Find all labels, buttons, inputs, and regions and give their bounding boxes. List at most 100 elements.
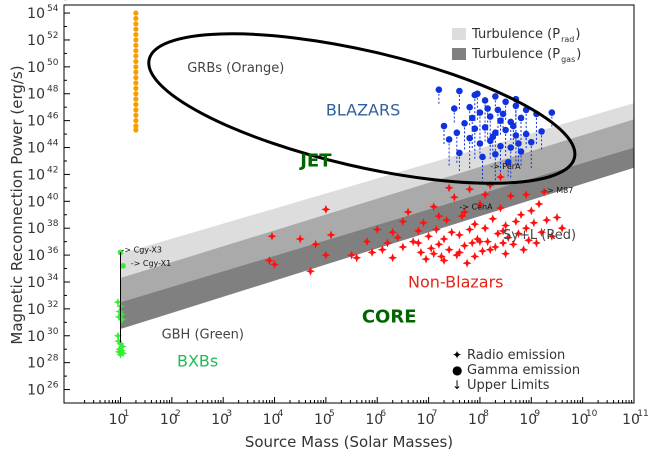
data-point	[476, 140, 484, 147]
data-point	[442, 215, 452, 225]
data-point	[388, 253, 398, 263]
data-point	[321, 204, 331, 214]
data-point	[502, 126, 509, 134]
x-tick-exponent: 8	[483, 409, 489, 419]
data-point	[133, 21, 139, 27]
y-tick-label: 10	[27, 60, 45, 76]
data-point	[388, 227, 398, 237]
data-point	[133, 91, 139, 97]
series-group	[435, 86, 556, 187]
data-point	[398, 242, 408, 252]
region-label: Non-Blazars	[408, 272, 503, 291]
y-tick-exponent: 42	[47, 165, 58, 175]
data-point	[512, 102, 520, 110]
data-point	[490, 242, 500, 252]
data-point	[489, 133, 497, 141]
data-point	[453, 129, 461, 137]
data-point	[480, 190, 490, 200]
data-point	[471, 125, 479, 133]
blazar-grb-ellipse	[147, 32, 577, 185]
x-tick-label: 10	[365, 412, 383, 428]
y-tick-exponent: 48	[47, 85, 59, 95]
data-point	[496, 203, 505, 213]
data-point	[347, 250, 357, 260]
data-point	[522, 130, 530, 138]
data-point	[511, 217, 521, 226]
data-point	[434, 211, 444, 221]
data-point	[133, 69, 139, 75]
plot-frame	[63, 4, 635, 404]
source-label: -> Cgy-X1	[131, 259, 171, 268]
marker-legend-symbol: ✦	[452, 348, 462, 362]
region-label: CORE	[362, 306, 417, 327]
data-point	[496, 172, 505, 182]
data-point	[398, 217, 408, 226]
marker-legend-label: Upper Limits	[467, 378, 550, 393]
data-point	[475, 199, 485, 209]
data-point	[444, 183, 454, 193]
data-point	[377, 245, 387, 255]
data-point	[372, 225, 382, 234]
data-point	[116, 350, 125, 359]
data-series	[113, 10, 567, 359]
data-point	[515, 140, 522, 147]
data-point	[118, 349, 128, 358]
marker-legend-label: Radio emission	[467, 348, 565, 363]
data-point	[416, 247, 426, 257]
x-tick-exponent: 5	[329, 409, 335, 419]
data-point	[506, 191, 516, 201]
data-point	[478, 246, 487, 256]
data-point	[421, 254, 431, 264]
data-point	[462, 258, 472, 268]
data-point	[116, 339, 125, 348]
x-tick-label: 10	[263, 412, 281, 428]
region-label: JET	[298, 150, 332, 171]
data-point	[306, 266, 315, 276]
y-tick-exponent: 28	[47, 354, 59, 364]
data-point	[133, 48, 139, 54]
data-point	[133, 123, 139, 129]
data-point	[529, 218, 539, 228]
x-tick-label: 10	[109, 412, 127, 428]
data-point	[408, 237, 418, 247]
data-point	[454, 247, 464, 257]
y-tick-exponent: 50	[47, 58, 59, 68]
data-point	[480, 223, 490, 233]
data-point	[457, 211, 467, 221]
data-point	[114, 312, 124, 322]
data-point	[426, 243, 436, 253]
x-tick-label: 10	[211, 412, 229, 428]
data-point	[468, 114, 476, 122]
data-point	[133, 101, 139, 108]
data-point	[456, 87, 463, 95]
region-label: BXBs	[177, 352, 218, 371]
x-tick-exponent: 6	[380, 409, 386, 419]
data-point	[413, 238, 423, 248]
data-point	[512, 132, 520, 139]
data-point	[120, 263, 126, 269]
data-point	[527, 138, 535, 146]
data-point	[517, 114, 525, 122]
data-point	[486, 113, 494, 120]
y-tick-label: 10	[27, 141, 45, 157]
data-point	[450, 105, 458, 112]
data-point	[483, 237, 493, 247]
series-group	[264, 172, 567, 276]
data-point	[470, 219, 480, 229]
data-point	[419, 218, 428, 228]
data-point	[516, 210, 526, 220]
data-point	[115, 307, 124, 316]
data-point	[435, 86, 443, 94]
data-point	[488, 214, 498, 224]
data-point	[526, 206, 536, 216]
x-tick-label: 10	[571, 412, 589, 428]
data-point	[133, 37, 139, 43]
y-tick-exponent: 32	[47, 300, 58, 310]
data-point	[439, 234, 449, 244]
data-point	[519, 245, 529, 255]
data-point	[465, 184, 475, 194]
data-point	[133, 80, 139, 86]
data-point	[499, 110, 507, 118]
